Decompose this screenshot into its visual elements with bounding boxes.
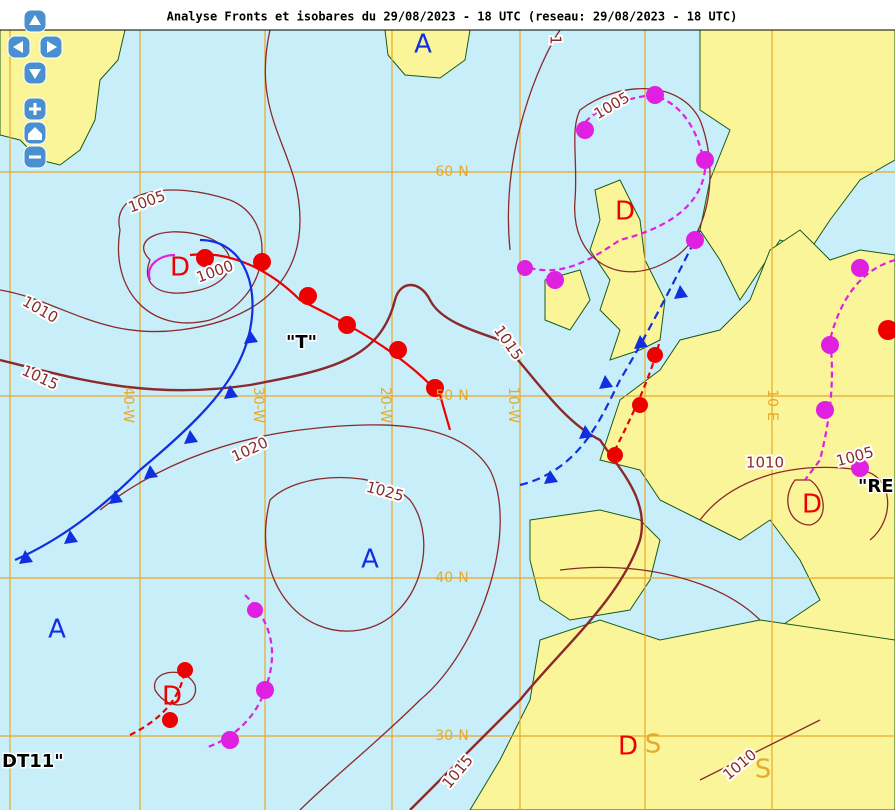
longitude-label: 20-W bbox=[377, 387, 393, 423]
system-labels: "T" "RE DT11" bbox=[1, 331, 895, 774]
latitude-labels: 60-N 50-N 40-N 30-N bbox=[435, 164, 468, 744]
system-label: DT11" bbox=[2, 751, 64, 772]
low-center: D bbox=[802, 490, 822, 520]
pressure-centers: A D D A A D D D S S bbox=[48, 30, 822, 785]
high-center: A bbox=[48, 615, 66, 645]
latitude-label: 40-N bbox=[435, 570, 468, 586]
latitude-label: 30-N bbox=[435, 728, 468, 744]
high-center: A bbox=[414, 30, 432, 60]
longitude-label: 40-W bbox=[120, 387, 136, 423]
low-center: D bbox=[170, 253, 190, 283]
isobar-label: 1 bbox=[547, 35, 565, 45]
system-label: "RE bbox=[858, 476, 894, 497]
low-center: D bbox=[615, 197, 635, 227]
low-center: D bbox=[618, 732, 638, 762]
land bbox=[0, 29, 895, 810]
longitude-label: 10-E bbox=[764, 389, 780, 421]
isobar-label: 1010 bbox=[746, 454, 784, 472]
heat-center: S bbox=[755, 755, 772, 785]
high-center: A bbox=[361, 545, 379, 575]
isobars bbox=[0, 29, 889, 810]
system-label: "T" bbox=[286, 332, 317, 353]
map-title: Analyse Fronts et isobares du 29/08/2023… bbox=[167, 10, 738, 24]
longitude-labels: 40-W 30-W 20-W 10-W 10-E bbox=[120, 387, 780, 423]
longitude-label: 30-W bbox=[250, 387, 266, 423]
graticule bbox=[0, 30, 895, 810]
title-bar bbox=[0, 0, 895, 30]
longitude-label: 10-W bbox=[505, 387, 521, 423]
nav-controls bbox=[7, 9, 63, 169]
heat-center: S bbox=[645, 730, 662, 760]
latitude-label: 50-N bbox=[435, 388, 468, 404]
latitude-label: 60-N bbox=[435, 164, 468, 180]
front-symbols bbox=[19, 86, 895, 749]
low-center: D bbox=[162, 682, 182, 712]
